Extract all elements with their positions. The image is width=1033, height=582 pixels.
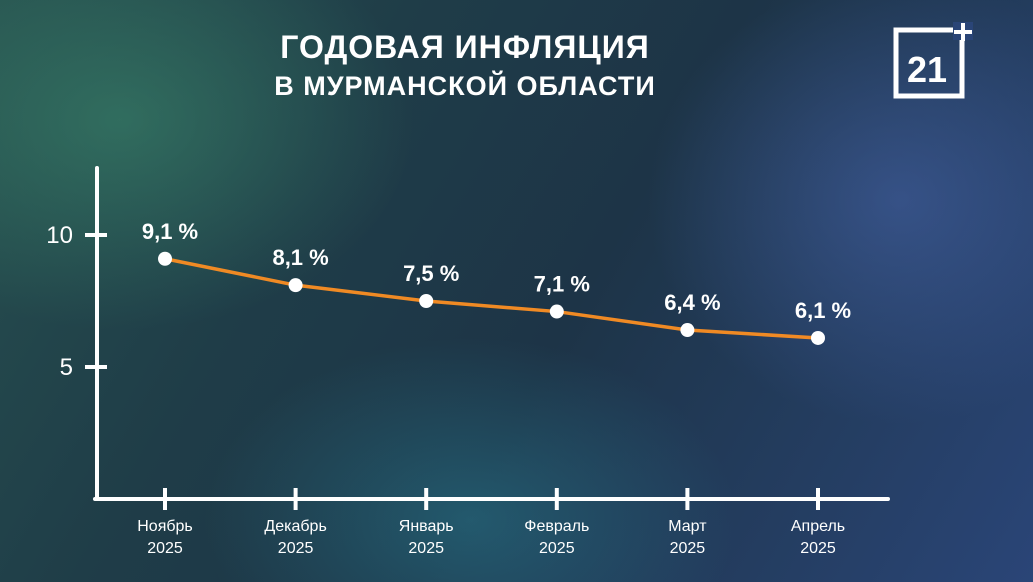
x-tick-label-line: Февраль (524, 518, 589, 535)
x-tick-label-line: 2025 (408, 540, 444, 557)
x-tick-label-line: 2025 (147, 540, 183, 557)
x-tick-label-line: Декабрь (264, 518, 326, 535)
chart-series (158, 251, 825, 345)
x-tick-label: Январь 2025 (399, 518, 454, 557)
x-tick-label-line: Январь (399, 518, 454, 535)
x-tick-label: Апрель 2025 (791, 518, 845, 557)
x-tick-label: Ноябрь 2025 (137, 518, 193, 557)
series-line (164, 257, 819, 340)
data-label: 6,1 % (795, 298, 851, 323)
x-tick-label-line: Апрель (791, 518, 845, 535)
logo-text: 21 (907, 49, 947, 90)
data-label: 9,1 % (142, 219, 198, 244)
data-point (158, 251, 172, 266)
data-label: 7,5 % (403, 261, 459, 286)
data-label: 8,1 % (272, 245, 328, 270)
data-point (680, 323, 695, 338)
x-tick-label: Февраль 2025 (524, 518, 589, 557)
channel-logo-icon: 21 (893, 22, 973, 99)
x-tick-label: Декабрь 2025 (264, 518, 326, 557)
x-tick-label-line: Март (668, 518, 707, 535)
y-tick-label: 5 (60, 354, 73, 381)
y-tick-label: 10 (46, 222, 73, 249)
chart-axes (85, 166, 890, 510)
x-tick-label: Март 2025 (668, 518, 707, 557)
data-point (288, 278, 303, 293)
data-point (811, 330, 825, 345)
x-tick-label-line: Ноябрь (137, 518, 193, 535)
x-tick-label-line: 2025 (670, 540, 706, 557)
data-point (419, 294, 434, 308)
title-line-2: В МУРМАНСКОЙ ОБЛАСТИ (274, 71, 656, 102)
x-tick-label-line: 2025 (278, 540, 314, 557)
data-label: 7,1 % (534, 272, 590, 297)
data-label: 6,4 % (664, 290, 720, 315)
chart-title: ГОДОВАЯ ИНФЛЯЦИЯ В МУРМАНСКОЙ ОБЛАСТИ (230, 28, 700, 103)
x-tick-label-line: 2025 (539, 540, 575, 557)
x-tick-label-line: 2025 (800, 540, 836, 557)
title-line-1: ГОДОВАЯ ИНФЛЯЦИЯ (280, 29, 650, 65)
data-point (549, 304, 564, 319)
